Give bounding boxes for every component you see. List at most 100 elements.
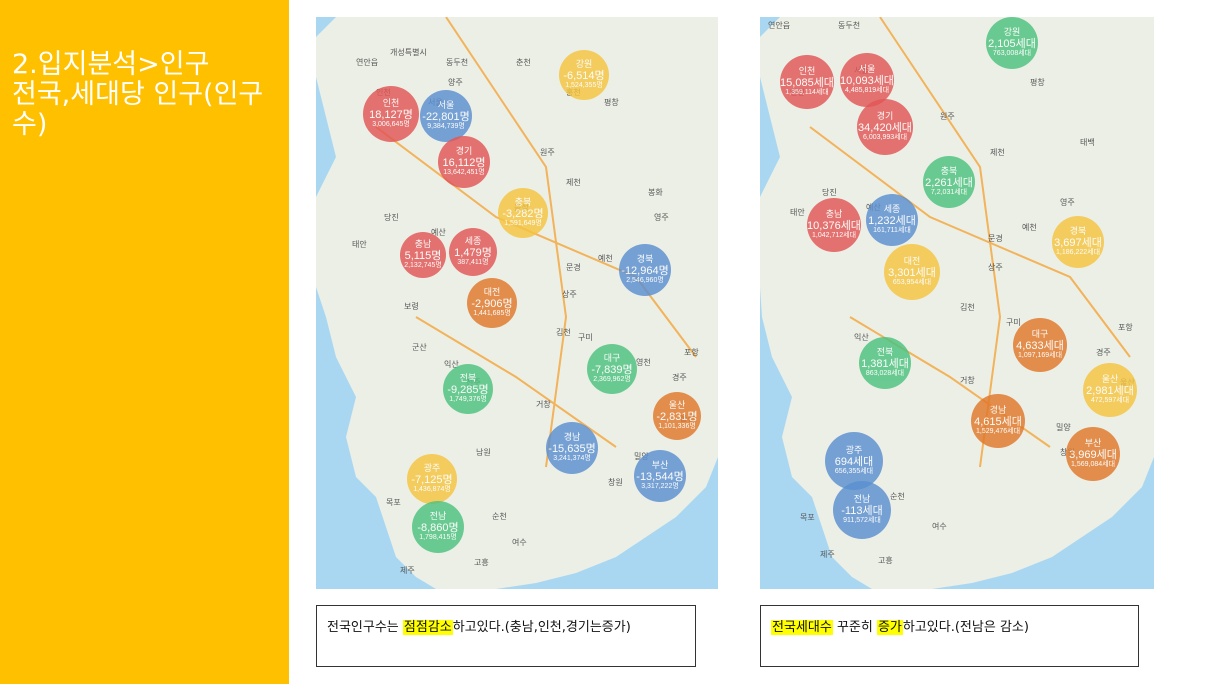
region-name: 경남 bbox=[989, 405, 1007, 416]
place-label: 여수 bbox=[512, 538, 527, 547]
place-label: 고흥 bbox=[474, 558, 489, 567]
region-change: 2,105세대 bbox=[988, 37, 1036, 50]
place-label: 영천 bbox=[636, 358, 651, 367]
region-name: 전남 bbox=[853, 494, 871, 505]
place-label: 순천 bbox=[890, 492, 905, 501]
region-name: 부산 bbox=[1084, 438, 1102, 449]
place-label: 익산 bbox=[444, 360, 459, 369]
region-marker: 서울 10,093세대 4,485,819세대 bbox=[840, 53, 894, 107]
region-total: 1,798,415명 bbox=[419, 534, 457, 542]
region-name: 전남 bbox=[429, 511, 447, 522]
region-name: 경북 bbox=[636, 254, 654, 265]
place-label: 고흥 bbox=[878, 556, 893, 565]
region-change: 15,085세대 bbox=[780, 76, 834, 89]
region-total: 911,572세대 bbox=[843, 517, 881, 525]
caption-text: 전국인구수는 bbox=[327, 620, 403, 635]
region-total: 1,569,084세대 bbox=[1070, 461, 1116, 469]
region-name: 대구 bbox=[603, 353, 621, 364]
region-change: 3,697세대 bbox=[1054, 236, 1102, 249]
region-change: 4,615세대 bbox=[974, 415, 1022, 428]
place-label: 보령 bbox=[404, 302, 419, 311]
region-change: 16,112명 bbox=[442, 156, 486, 169]
region-name: 대구 bbox=[1031, 329, 1049, 340]
region-marker: 울산 2,981세대 472,597세대 bbox=[1083, 363, 1137, 417]
region-total: 161,711세대 bbox=[873, 227, 911, 235]
region-change: -3,282명 bbox=[502, 207, 544, 220]
place-label: 제주 bbox=[400, 566, 415, 575]
region-change: -15,635명 bbox=[548, 442, 596, 455]
place-label: 연안읍 bbox=[768, 21, 791, 30]
region-marker: 부산 -13,544명 3,317,222명 bbox=[634, 450, 686, 502]
place-label: 남원 bbox=[476, 448, 491, 457]
region-change: -2,831명 bbox=[656, 410, 698, 423]
place-label: 예산 bbox=[431, 228, 446, 237]
region-name: 울산 bbox=[668, 400, 686, 411]
place-label: 연안읍 bbox=[356, 58, 379, 67]
region-total: 1,441,685명 bbox=[473, 310, 511, 318]
caption-highlight: 전국세대수 bbox=[771, 620, 833, 635]
region-change: 1,479명 bbox=[454, 246, 492, 259]
caption-text: 하고있다.(전남은 감소) bbox=[902, 620, 1029, 635]
region-marker: 경기 34,420세대 6,003,993세대 bbox=[857, 99, 913, 155]
region-name: 경기 bbox=[876, 111, 894, 122]
region-marker: 인천 15,085세대 1,359,114세대 bbox=[780, 55, 834, 109]
place-label: 문경 bbox=[988, 234, 1003, 243]
region-marker: 강원 2,105세대 763,008세대 bbox=[986, 17, 1038, 69]
region-total: 1,097,169세대 bbox=[1017, 352, 1063, 360]
place-label: 목포 bbox=[386, 498, 401, 507]
region-marker: 경남 -15,635명 3,241,374명 bbox=[546, 422, 598, 474]
region-marker: 전북 1,381세대 863,028세대 bbox=[859, 337, 911, 389]
region-total: 7,2,031세대 bbox=[930, 189, 968, 197]
region-total: 6,003,993세대 bbox=[862, 134, 908, 142]
region-marker: 전북 -9,285명 1,749,376명 bbox=[443, 364, 493, 414]
region-change: -9,285명 bbox=[447, 383, 489, 396]
region-total: 1,591,649명 bbox=[504, 220, 542, 228]
region-marker: 충남 10,376세대 1,042,712세대 bbox=[807, 198, 861, 252]
region-name: 대전 bbox=[903, 256, 921, 267]
region-name: 인천 bbox=[798, 66, 816, 77]
place-label: 경주 bbox=[672, 373, 687, 382]
place-label: 상주 bbox=[988, 263, 1003, 272]
place-label: 개성특별시 bbox=[390, 48, 427, 57]
region-marker: 강원 -6,514명 1,524,355명 bbox=[559, 50, 609, 100]
region-total: 13,642,451명 bbox=[443, 169, 485, 177]
region-total: 2,369,962명 bbox=[593, 376, 631, 384]
place-label: 동두천 bbox=[838, 21, 861, 30]
place-label: 김천 bbox=[960, 303, 975, 312]
place-label: 구미 bbox=[578, 333, 593, 342]
region-marker: 부산 3,969세대 1,569,084세대 bbox=[1066, 427, 1120, 481]
region-name: 전북 bbox=[876, 347, 894, 358]
region-name: 강원 bbox=[575, 59, 593, 70]
region-total: 653,954세대 bbox=[892, 279, 932, 287]
place-label: 태백 bbox=[1080, 138, 1095, 147]
region-change: 10,376세대 bbox=[807, 219, 861, 232]
region-name: 충북 bbox=[514, 197, 532, 208]
place-label: 제천 bbox=[990, 148, 1005, 157]
region-marker: 서울 -22,801명 9,384,739명 bbox=[420, 90, 472, 142]
region-marker: 대전 3,301세대 653,954세대 bbox=[884, 244, 940, 300]
place-label: 태안 bbox=[352, 240, 367, 249]
place-label: 목포 bbox=[800, 513, 815, 522]
region-total: 1,749,376명 bbox=[449, 396, 487, 404]
place-label: 포항 bbox=[684, 348, 699, 357]
place-label: 예천 bbox=[598, 254, 613, 263]
region-change: 34,420세대 bbox=[858, 121, 912, 134]
region-change: 10,093세대 bbox=[840, 74, 894, 87]
region-name: 서울 bbox=[858, 64, 876, 75]
region-change: 1,381세대 bbox=[861, 357, 909, 370]
place-label: 봉화 bbox=[648, 188, 663, 197]
region-marker: 전남 -113세대 911,572세대 bbox=[833, 481, 891, 539]
region-total: 1,042,712세대 bbox=[811, 232, 857, 240]
region-change: -22,801명 bbox=[422, 110, 470, 123]
region-change: 3,969세대 bbox=[1069, 448, 1117, 461]
region-marker: 경기 16,112명 13,642,451명 bbox=[438, 136, 490, 188]
region-change: 4,633세대 bbox=[1016, 339, 1064, 352]
region-marker: 울산 -2,831명 1,101,336명 bbox=[653, 392, 701, 440]
region-name: 세종 bbox=[464, 236, 482, 247]
region-total: 863,028세대 bbox=[865, 370, 905, 378]
region-marker: 충북 2,261세대 7,2,031세대 bbox=[923, 156, 975, 208]
place-label: 밀양 bbox=[1056, 423, 1071, 432]
place-label: 제주 bbox=[820, 550, 835, 559]
region-marker: 대구 -7,839명 2,369,962명 bbox=[587, 344, 637, 394]
region-change: 694세대 bbox=[834, 455, 874, 468]
